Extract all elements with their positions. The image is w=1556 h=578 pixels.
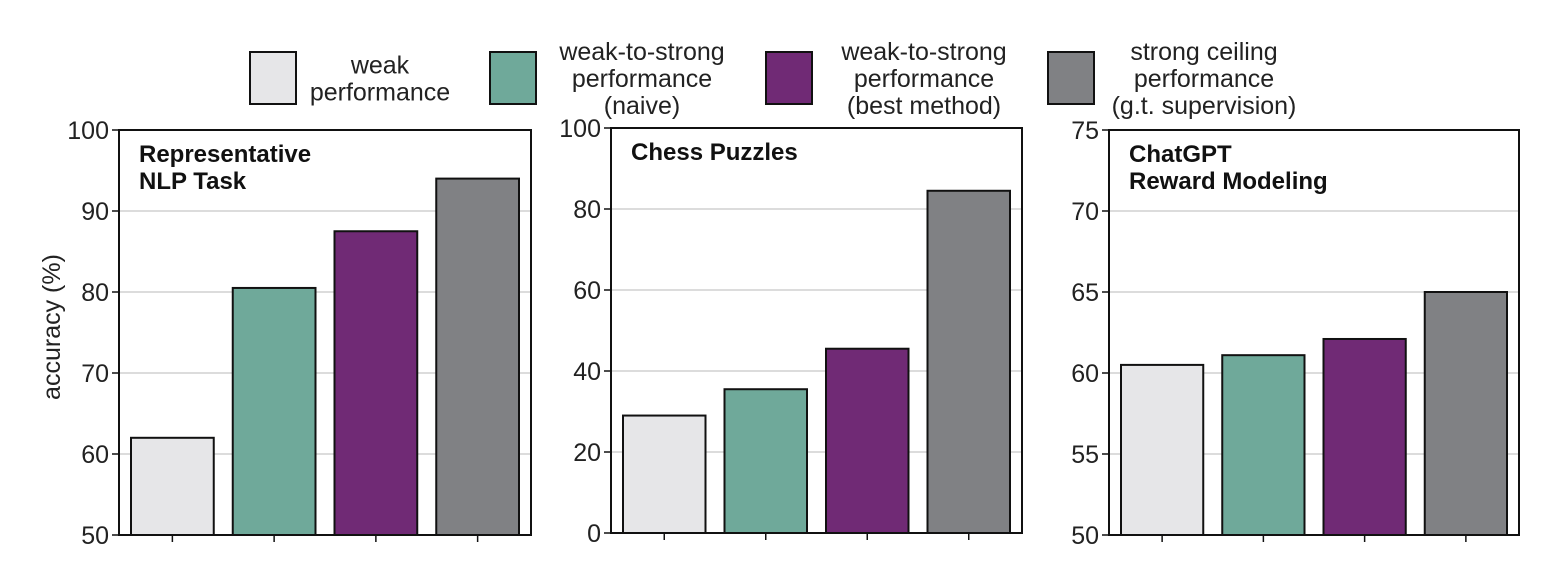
legend: weakperformanceweak-to-strongperformance…: [249, 38, 1297, 120]
panel-title: Representative: [139, 141, 311, 168]
y-tick-label: 20: [573, 439, 601, 467]
legend-label: performance: [854, 65, 994, 93]
y-tick-label: 60: [573, 277, 601, 305]
bar: [1423, 291, 1508, 536]
legend-swatch: [765, 51, 813, 105]
y-tick-label: 0: [587, 520, 601, 548]
bar: [926, 189, 1011, 534]
legend-label: weak-to-strong: [558, 38, 724, 66]
y-axis-label: accuracy (%): [38, 254, 66, 400]
y-tick-label: 70: [1071, 198, 1099, 226]
y-tick-label: 75: [1071, 117, 1099, 145]
plot-frame: [610, 127, 1023, 534]
y-tick-label: 50: [81, 522, 109, 550]
panel-title: Reward Modeling: [1129, 168, 1328, 195]
bar: [333, 230, 419, 536]
bar: [435, 177, 520, 536]
y-tick-label: 55: [1071, 441, 1099, 469]
y-tick-label: 60: [1071, 360, 1099, 388]
legend-label: performance: [572, 65, 712, 93]
y-tick-label: 40: [573, 358, 601, 386]
legend-label: (best method): [847, 92, 1001, 120]
y-tick-label: 70: [81, 360, 109, 388]
y-tick-label: 80: [573, 196, 601, 224]
y-tick-label: 80: [81, 279, 109, 307]
legend-label: (naive): [604, 92, 680, 120]
legend-label: performance: [310, 79, 450, 107]
panel-title: ChatGPT: [1129, 141, 1232, 168]
legend-swatch: [249, 51, 297, 105]
legend-label: weak: [350, 52, 410, 80]
legend-swatch: [1047, 51, 1095, 105]
panel-title: NLP Task: [139, 168, 247, 195]
bar: [1221, 354, 1306, 536]
y-tick-label: 65: [1071, 279, 1099, 307]
plot-frame: [1108, 129, 1520, 536]
y-tick-label: 90: [81, 198, 109, 226]
bar: [825, 347, 910, 534]
bar: [130, 436, 215, 536]
bar: [1120, 363, 1205, 536]
y-tick-label: 100: [559, 115, 601, 143]
chart-panel: 0 20 40 60 80 100 Chess Puzzles: [559, 115, 1023, 548]
bar: [231, 286, 317, 537]
bar: [622, 414, 707, 534]
legend-label: (g.t. supervision): [1112, 92, 1297, 120]
y-tick-label: 60: [81, 441, 109, 469]
legend-label: weak-to-strong: [840, 38, 1006, 66]
y-tick-label: 100: [67, 117, 109, 145]
legend-label: strong ceiling: [1130, 38, 1277, 66]
y-tick-label: 50: [1071, 522, 1099, 550]
legend-swatch: [489, 51, 537, 105]
legend-label: performance: [1134, 65, 1274, 93]
y-axis-label-group: accuracy (%): [38, 254, 66, 400]
bar: [723, 388, 808, 534]
bar: [1322, 337, 1407, 537]
plot-frame: [118, 129, 532, 536]
panel-title: Chess Puzzles: [631, 139, 798, 166]
